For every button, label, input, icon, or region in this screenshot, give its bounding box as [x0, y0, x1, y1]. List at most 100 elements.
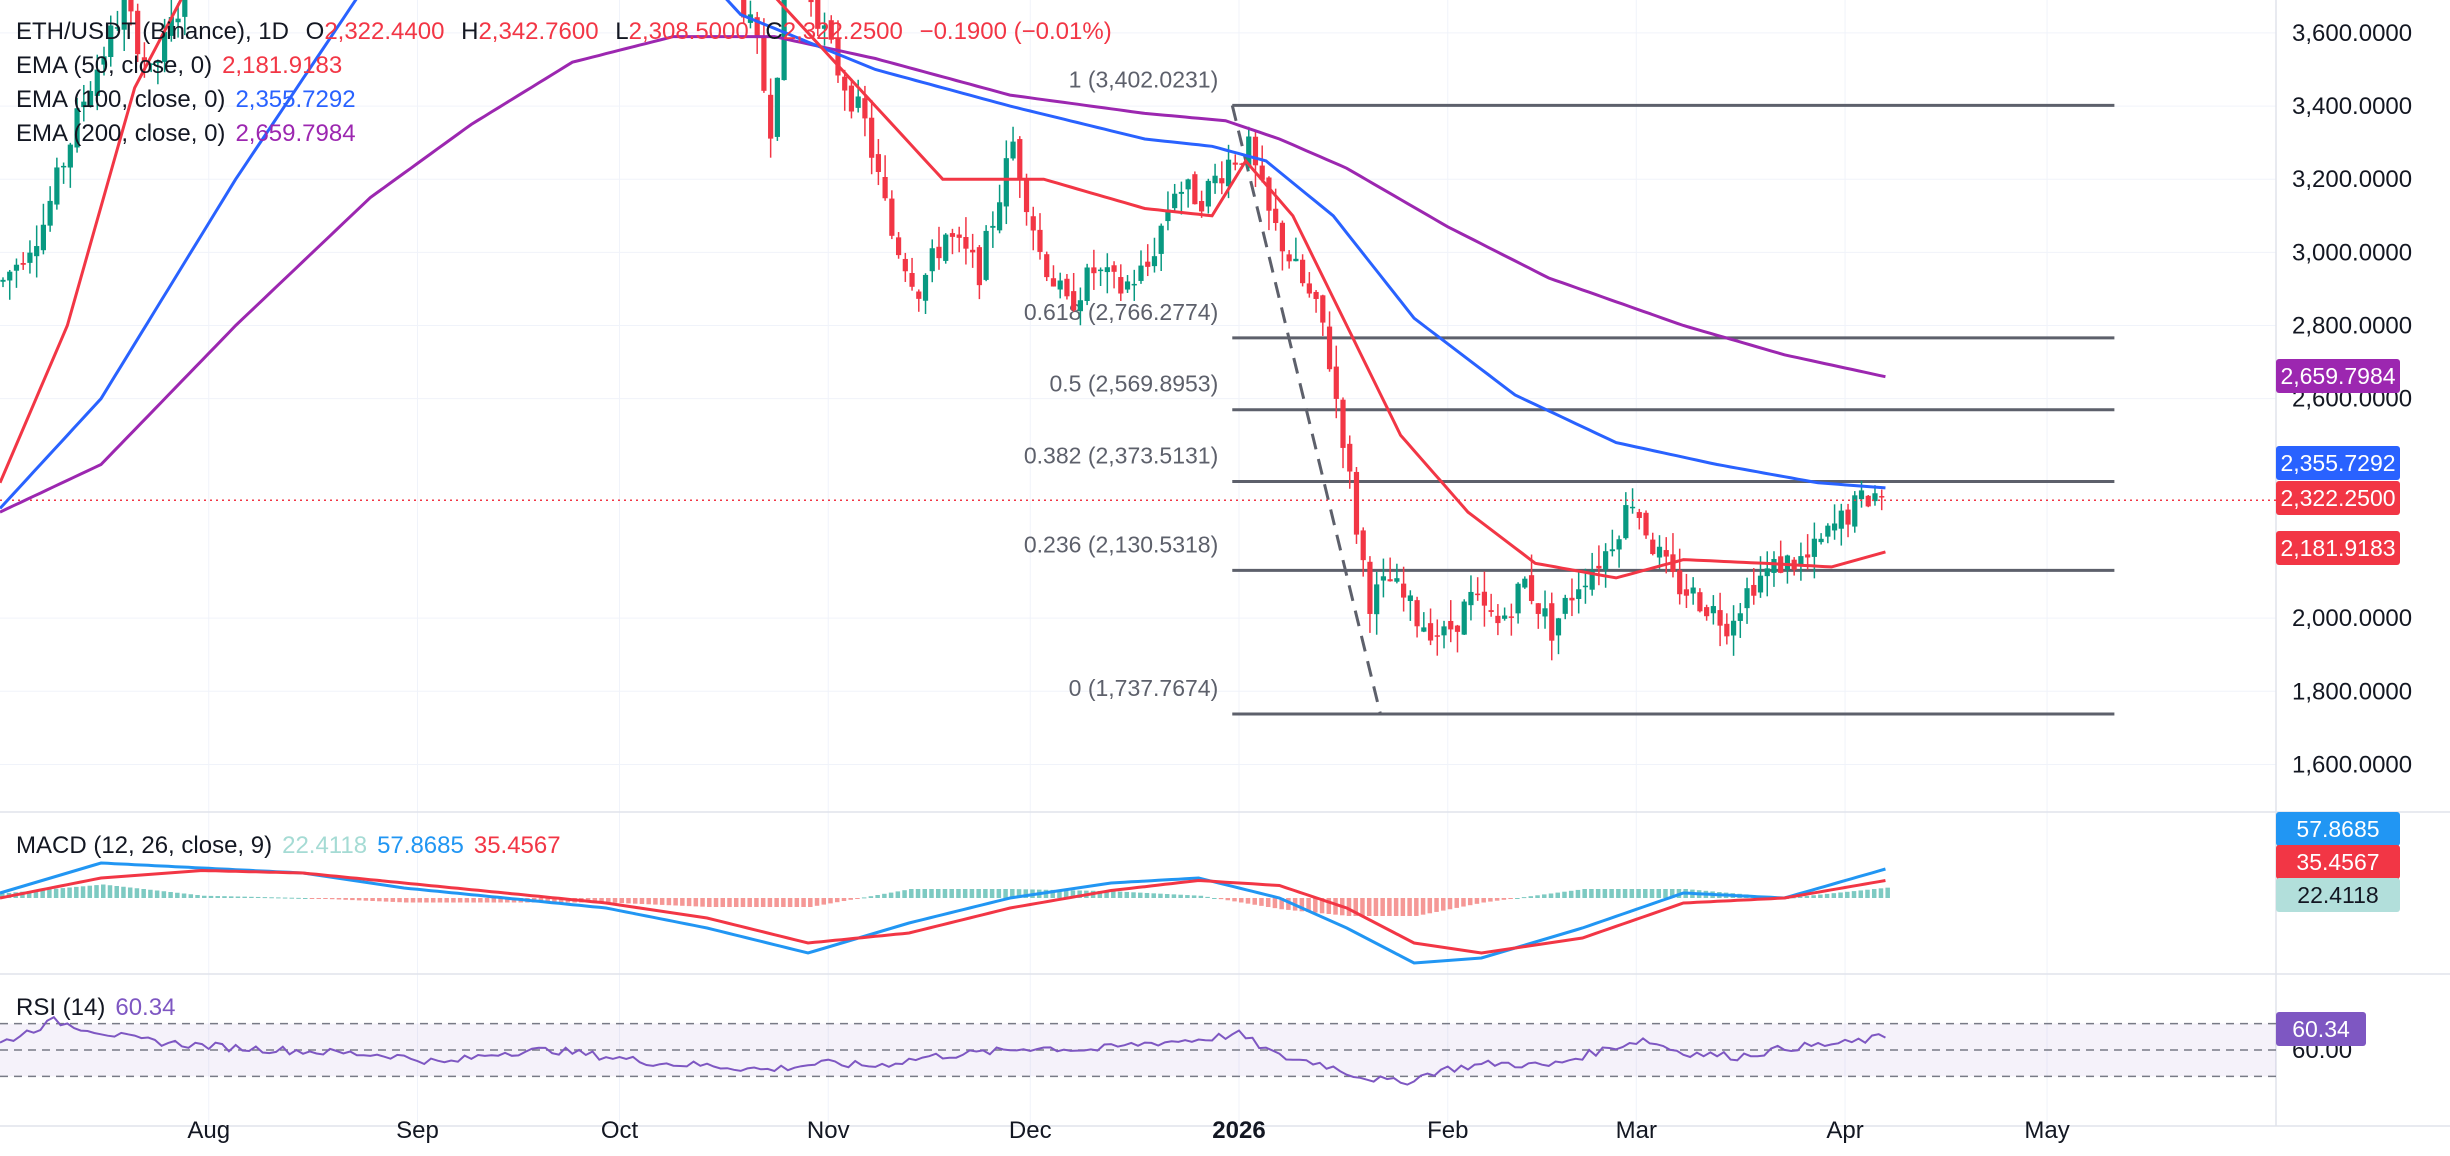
macd-histogram-bar: [760, 898, 766, 907]
macd-histogram-bar: [1865, 889, 1870, 898]
candle-body: [1306, 283, 1312, 294]
candle-body: [1212, 175, 1218, 184]
macd-histogram-bar: [733, 898, 739, 907]
candle-body: [1650, 539, 1656, 555]
macd-histogram-bar: [1178, 894, 1183, 898]
candle-body: [1421, 627, 1427, 632]
macd-legend[interactable]: MACD (12, 26, close, 9) 22.4118 57.8685 35.…: [16, 832, 571, 860]
candle-body: [976, 247, 982, 286]
macd-histogram-bar: [1656, 889, 1661, 898]
macd-histogram-bar: [390, 898, 396, 902]
macd-histogram-bar: [1151, 893, 1156, 898]
macd-histogram-bar: [168, 892, 173, 898]
macd-histogram-bar: [888, 892, 894, 898]
macd-histogram-bar: [1023, 889, 1029, 898]
ema50-legend[interactable]: EMA (50, close, 0) 2,181.9183: [16, 52, 352, 80]
macd-histogram-bar: [1097, 890, 1103, 898]
open-value: 2,322.4400: [324, 18, 445, 45]
candle-body: [1616, 539, 1622, 550]
candle-body: [1178, 191, 1185, 194]
macd-histogram-bar: [202, 895, 207, 898]
macd-pane[interactable]: [0, 861, 1890, 965]
macd-histogram-bar: [309, 898, 315, 899]
candle-body: [135, 10, 141, 55]
rsi-axis-tag: 60.34: [2276, 1012, 2366, 1046]
macd-histogram-bar: [87, 885, 93, 898]
macd-histogram-bar: [1521, 897, 1527, 899]
rsi-pane[interactable]: [0, 1015, 2276, 1086]
macd-histogram-bar: [464, 898, 470, 903]
time-tick-label: Dec: [1009, 1117, 1052, 1144]
candle-body: [1151, 256, 1158, 267]
candle-body: [1320, 295, 1326, 323]
candle-body: [1805, 554, 1811, 558]
candle-body: [1596, 565, 1602, 569]
macd-histogram-bar: [666, 898, 672, 906]
macd-histogram-bar: [222, 896, 227, 898]
macd-histogram-bar: [1198, 895, 1204, 898]
macd-histogram-bar: [976, 889, 981, 898]
macd-histogram-bar: [1575, 889, 1581, 898]
macd-histogram-bar: [781, 898, 786, 907]
macd-histogram-bar: [545, 898, 550, 903]
macd-histogram-bar: [1306, 898, 1311, 912]
ema100-legend[interactable]: EMA (100, close, 0) 2,355.7292: [16, 86, 366, 114]
macd-histogram-bar: [1609, 889, 1614, 898]
candle-body: [1468, 591, 1474, 606]
macd-histogram-bar: [646, 898, 651, 905]
macd-histogram-bar: [686, 898, 692, 907]
low-label: L: [615, 18, 629, 45]
candle-body: [1757, 575, 1764, 593]
macd-histogram-bar: [1582, 889, 1587, 898]
ema50-value: 2,181.9183: [222, 52, 343, 79]
candle-body: [182, 0, 188, 17]
macd-histogram-bar: [1542, 894, 1547, 898]
rsi-label: RSI (14): [16, 994, 106, 1021]
candle-body: [1367, 561, 1373, 614]
macd-histogram-bar: [1454, 898, 1459, 908]
macd-histogram-bar: [1138, 892, 1143, 898]
macd-signal-value: 35.4567: [473, 832, 561, 859]
macd-histogram-bar: [1515, 898, 1520, 899]
candle-body: [1172, 193, 1178, 209]
macd-histogram-bar: [74, 886, 79, 898]
macd-histogram-bar: [1205, 896, 1210, 898]
candle-body: [828, 20, 834, 40]
ema200-legend[interactable]: EMA (200, close, 0) 2,659.7984: [16, 120, 366, 148]
candle-body: [1629, 506, 1636, 509]
macd-histogram-bar: [1636, 889, 1641, 898]
macd-histogram-bar: [942, 889, 948, 898]
rsi-legend[interactable]: RSI (14) 60.34: [16, 994, 185, 1022]
candle-body: [768, 94, 774, 139]
fib-trend-line[interactable]: [1230, 104, 1382, 715]
fibonacci-retracement[interactable]: 1 (3,402.0231) 0.618 (2,766.2774) 0.5 (2,5…: [1024, 66, 2115, 716]
candle-body: [741, 0, 747, 18]
macd-histogram-bar: [626, 898, 631, 904]
candle-body: [1252, 136, 1259, 166]
symbol-label[interactable]: ETH/USDT (Binance), 1D: [16, 18, 289, 45]
candle-body: [87, 90, 94, 106]
candle-body: [990, 225, 996, 228]
macd-histogram-bar: [1124, 891, 1130, 898]
macd-histogram-bar: [767, 898, 773, 907]
macd-histogram-bar: [444, 898, 449, 903]
candles: [0, 0, 2276, 661]
candle-body: [1603, 551, 1609, 570]
macd-histogram-bar: [814, 898, 820, 906]
macd-histogram-bar: [404, 898, 409, 903]
macd-histogram-bar: [848, 898, 853, 900]
candle-body: [54, 167, 60, 205]
candle-body: [1798, 556, 1804, 565]
candle-body: [1131, 283, 1137, 286]
macd-histogram-bar: [329, 898, 335, 900]
candle-body: [1710, 606, 1716, 614]
macd-histogram-bar: [1252, 898, 1257, 905]
candle-body: [1104, 267, 1110, 273]
candle-body: [1865, 495, 1871, 507]
signal-axis-tag: 35.4567: [2276, 845, 2400, 879]
fib-level-label: 0.618 (2,766.2774): [1024, 299, 1218, 325]
macd-histogram-bar: [1838, 892, 1843, 898]
macd-histogram-bar: [1420, 898, 1426, 915]
candle-body: [835, 37, 841, 76]
